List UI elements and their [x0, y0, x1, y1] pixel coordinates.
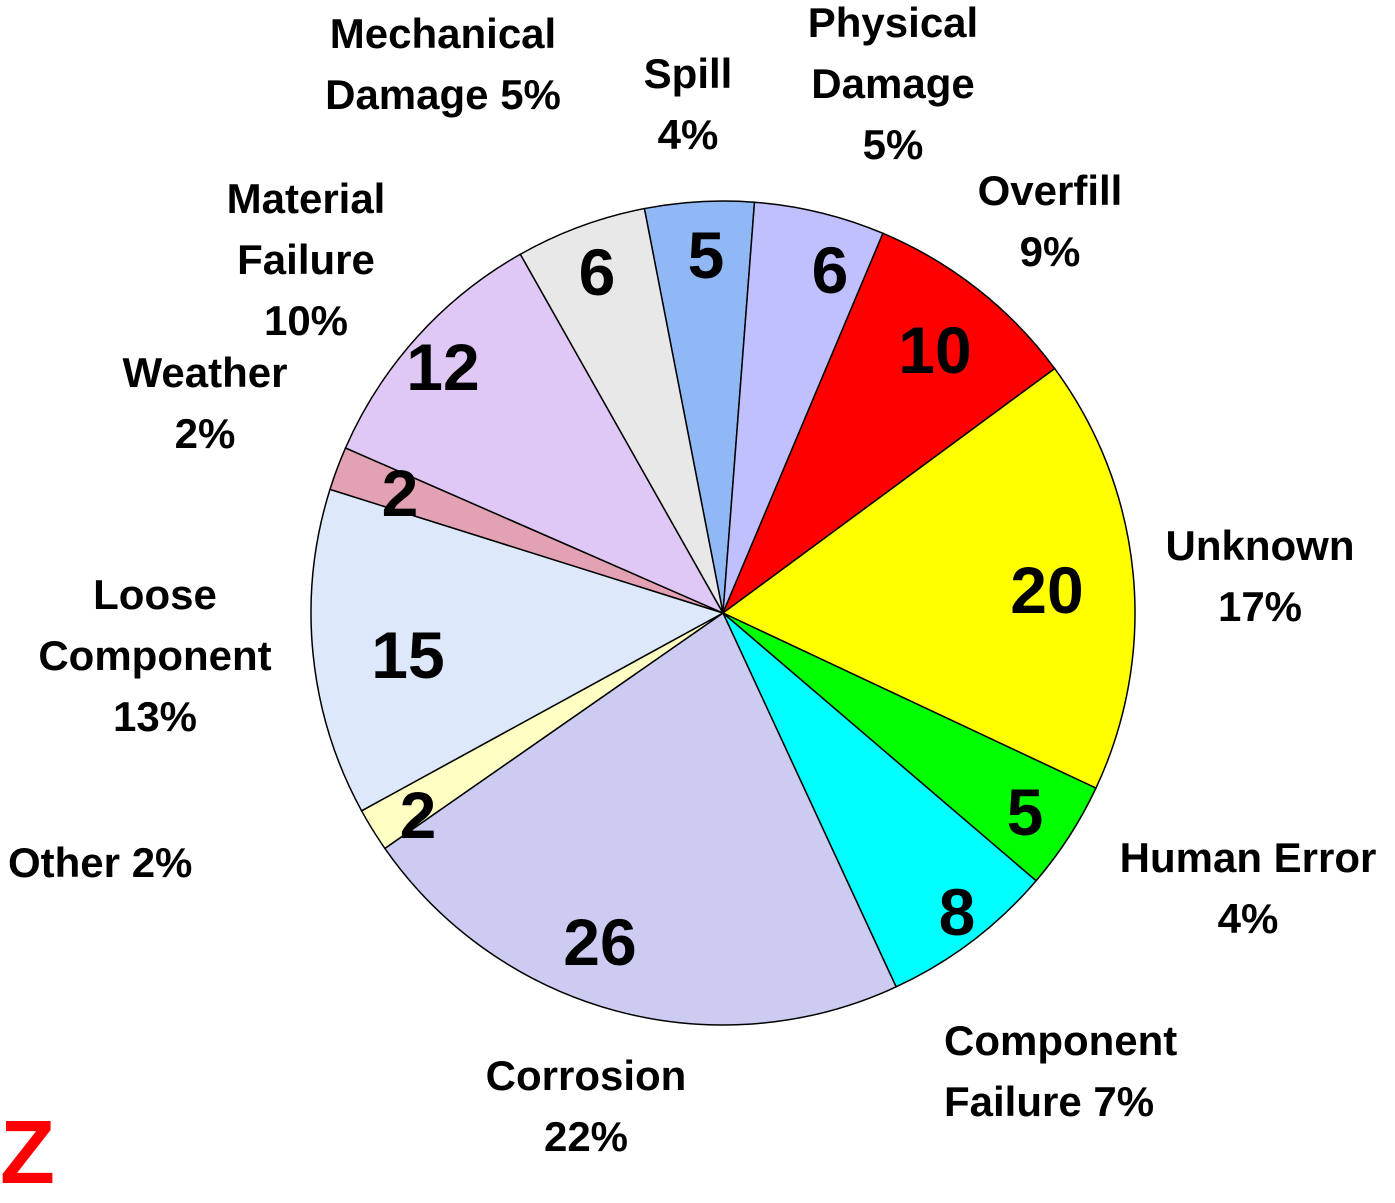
- percent-label: 7%: [1093, 1078, 1155, 1125]
- slice-label: Physical Damage 5%: [783, 0, 1003, 175]
- slice-label: Unknown 17%: [1145, 515, 1375, 637]
- data-label: 10: [898, 313, 971, 387]
- pie-slice: [722, 612, 1038, 988]
- percent-label: 5%: [500, 71, 561, 118]
- percent-label: 22%: [543, 1113, 629, 1160]
- pie-slice: [310, 488, 725, 812]
- percent-label: 2%: [174, 410, 236, 457]
- data-label: 2: [382, 456, 419, 530]
- slice-label: Mechanical Damage 5%: [278, 3, 608, 125]
- slice-label: Overfill 9%: [950, 160, 1150, 282]
- data-label: 2: [400, 778, 437, 852]
- data-label: 20: [1010, 553, 1083, 627]
- slice-label: Human Error 4%: [1098, 827, 1395, 949]
- percent-label: 4%: [657, 111, 719, 158]
- text-fragment: Z: [0, 1103, 55, 1203]
- category-name: Weather: [122, 349, 288, 396]
- category-name: Spill: [643, 50, 733, 97]
- category-name: Physical Damage: [807, 0, 979, 107]
- percent-label: 10%: [263, 297, 349, 344]
- category-name: Corrosion: [485, 1052, 687, 1099]
- slice-label: Material Failure 10%: [201, 168, 411, 351]
- category-name: Mechanical Damage: [325, 10, 557, 118]
- category-name: Unknown: [1165, 522, 1355, 569]
- data-label: 6: [812, 233, 849, 307]
- slice-label: Component Failure 7%: [944, 1010, 1244, 1132]
- slice-label: Weather 2%: [105, 342, 305, 464]
- slice-label: Other 2%: [8, 832, 308, 893]
- category-name: Overfill: [977, 167, 1123, 214]
- data-label: 5: [1007, 775, 1044, 849]
- slice-label: Loose Component 13%: [20, 564, 290, 747]
- slice-label: Spill 4%: [628, 43, 748, 165]
- data-label: 26: [563, 905, 636, 979]
- category-name: Human Error: [1119, 834, 1377, 881]
- pie-slice: [721, 232, 1056, 616]
- percent-label: 17%: [1217, 583, 1303, 630]
- category-name: Component Failure: [944, 1017, 1178, 1125]
- category-name: Other: [8, 839, 121, 886]
- data-label: 5: [688, 218, 725, 292]
- pie-slice: [519, 207, 724, 614]
- data-label: 12: [406, 330, 479, 404]
- percent-label: 2%: [131, 839, 193, 886]
- pie-slice: [344, 253, 725, 615]
- percent-label: 4%: [1217, 895, 1279, 942]
- data-label: 15: [371, 618, 444, 692]
- category-name: Material Failure: [226, 175, 386, 283]
- data-label: 6: [579, 235, 616, 309]
- pie-slice: [721, 367, 1136, 790]
- pie-slice: [383, 611, 898, 1026]
- data-label: 8: [939, 875, 976, 949]
- percent-label: 13%: [112, 693, 198, 740]
- category-name: Loose Component: [38, 571, 272, 679]
- slice-label: Corrosion 22%: [466, 1045, 706, 1167]
- percent-label: 5%: [862, 121, 924, 168]
- percent-label: 9%: [1019, 228, 1081, 275]
